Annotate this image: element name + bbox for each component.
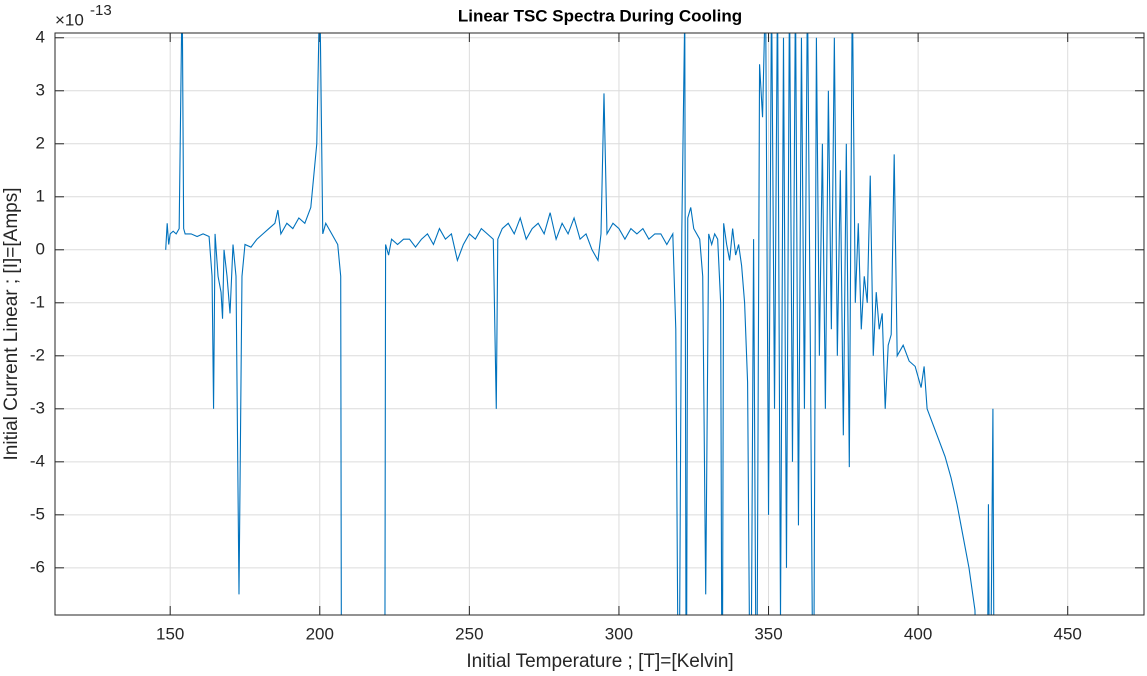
x-tick-label: 300	[605, 624, 633, 643]
y-tick-label: 1	[36, 186, 45, 205]
x-tick-label: 350	[754, 624, 782, 643]
axes-box	[54, 32, 1145, 616]
y-tick-label: -2	[30, 345, 45, 364]
y-tick-label: 3	[36, 80, 45, 99]
y-tick-label: 0	[36, 239, 45, 258]
y-tick-label: -5	[30, 504, 45, 523]
data-line	[165, 33, 995, 615]
y-tick-label: -4	[30, 451, 45, 470]
y-tick-label: -6	[30, 557, 45, 576]
y-exponent-base: ×10	[55, 10, 84, 29]
x-tick-label: 250	[455, 624, 483, 643]
x-tick-label: 400	[904, 624, 932, 643]
y-tick-label: 4	[36, 27, 45, 46]
y-tick-label: -3	[30, 398, 45, 417]
chart-title: Linear TSC Spectra During Cooling	[458, 6, 742, 25]
x-tick-label: 150	[156, 624, 184, 643]
x-axis-label: Initial Temperature ; [T]=[Kelvin]	[466, 651, 733, 672]
y-exponent-power: -13	[90, 2, 112, 19]
x-tick-label: 200	[306, 624, 334, 643]
plot-area	[55, 33, 1144, 615]
x-tick-label: 450	[1054, 624, 1082, 643]
y-axis-label: Initial Current Linear ; [I]=[Amps]	[1, 188, 22, 461]
y-tick-label: -1	[30, 292, 45, 311]
y-tick-label: 2	[36, 133, 45, 152]
